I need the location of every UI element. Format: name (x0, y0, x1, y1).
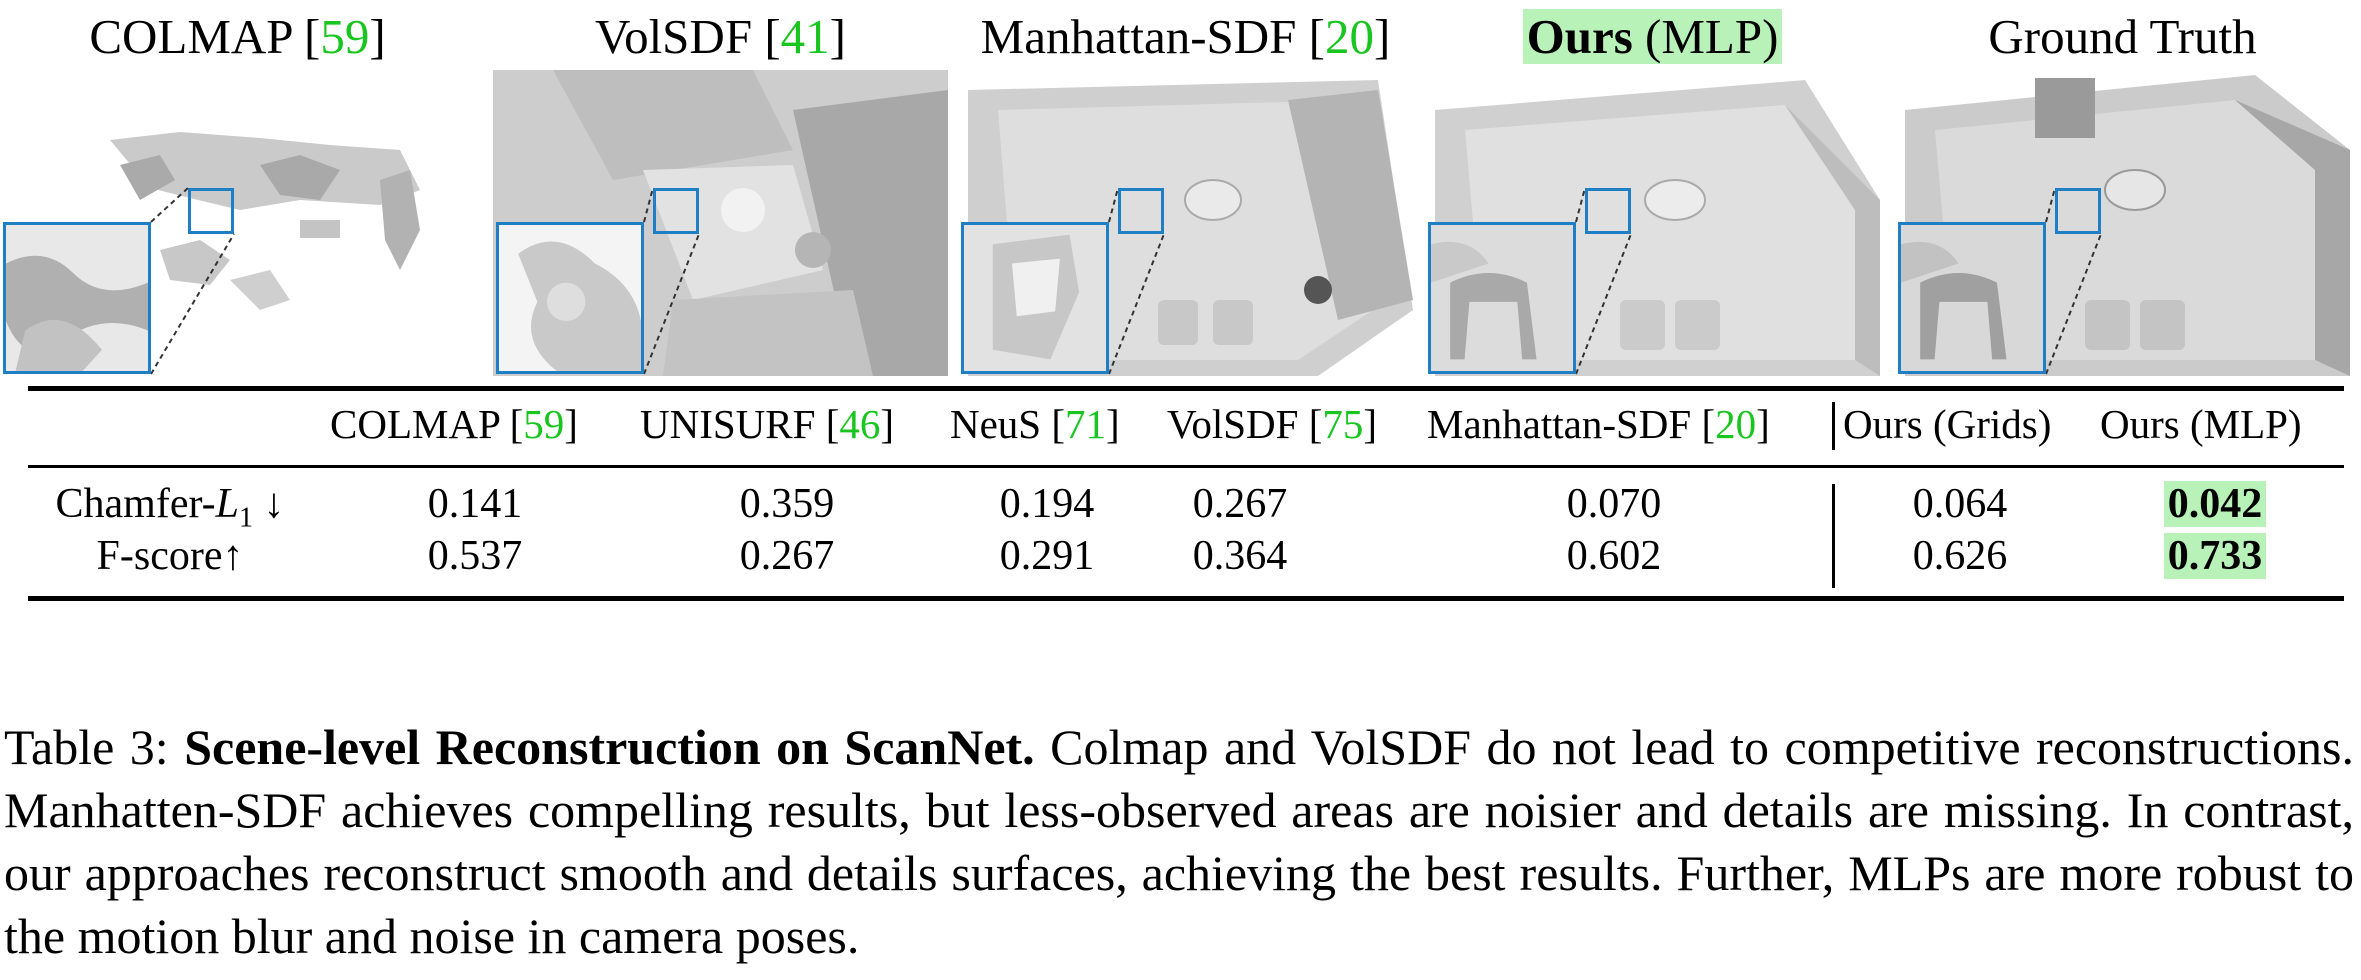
ours-mlp-render (1425, 70, 1880, 376)
table-cell: 0.733 (2135, 532, 2295, 580)
colmap-pointcloud-image (110, 132, 420, 310)
col-header-ours-mlp: Ours (MLP) (2100, 401, 2302, 447)
table-cell: 0.291 (999, 533, 1095, 579)
zoom-region-box (653, 188, 699, 234)
zoom-region-box (2055, 188, 2101, 234)
panel-title-colmap: COLMAP [59] (89, 9, 386, 64)
panel-volsdf: VolSDF [41] (493, 0, 948, 380)
zoom-region-box (1118, 188, 1164, 234)
table-mid-rule (28, 465, 2344, 468)
zoom-inset (1428, 222, 1576, 374)
zoom-inset (3, 222, 151, 374)
table-cell: 0.626 (1912, 533, 2008, 579)
zoom-inset (961, 222, 1109, 374)
caption-title: Scene-level Reconstruction on ScanNet. (184, 719, 1035, 775)
table-cell: 0.364 (1192, 533, 1288, 579)
panel-ground-truth: Ground Truth (1895, 0, 2350, 380)
table-cell: 0.267 (739, 533, 835, 579)
volsdf-render (493, 70, 948, 376)
table-bottom-rule (28, 596, 2344, 601)
row-label-chamfer: Chamfer-L1 ↓ (55, 481, 285, 534)
table-top-rule (28, 386, 2344, 391)
table-cell: 0.064 (1912, 481, 2008, 527)
colmap-render (0, 70, 455, 376)
panel-title-volsdf: VolSDF [41] (595, 9, 846, 64)
col-header-neus: NeuS [71] (950, 401, 1120, 447)
zoom-inset (496, 222, 644, 374)
panel-title-manhattan-sdf: Manhattan-SDF [20] (980, 9, 1391, 64)
panel-title-ground-truth: Ground Truth (1988, 9, 2257, 64)
table-cell: 0.537 (427, 533, 523, 579)
table-cell: 0.267 (1192, 481, 1288, 527)
table-cell: 0.194 (999, 481, 1095, 527)
table-cell: 0.359 (739, 481, 835, 527)
table-cell: 0.602 (1566, 533, 1662, 579)
zoom-inset (1898, 222, 2046, 374)
col-header-ours-grids: Ours (Grids) (1843, 401, 2052, 447)
panel-title-ours-mlp: Ours (MLP) (1425, 9, 1880, 64)
panel-colmap: COLMAP [59] (0, 0, 455, 380)
zoom-region-box (188, 188, 234, 234)
panel-ours-mlp: Ours (MLP) (1425, 0, 1880, 380)
volsdf-mesh-image (493, 70, 948, 376)
table-cell: 0.042 (2135, 480, 2295, 528)
caption-body: Colmap and VolSDF do not lead to competi… (4, 719, 2354, 964)
table-caption: Table 3: Scene-level Reconstruction on S… (4, 716, 2354, 968)
row-label-fscore: F-score↑ (96, 533, 244, 579)
manhattan-sdf-render (958, 70, 1413, 376)
ground-truth-mesh-image (1905, 75, 2350, 376)
body-column-separator (1832, 484, 1835, 588)
table-cell: 0.141 (427, 481, 523, 527)
col-header-manhattan-sdf: Manhattan-SDF [20] (1427, 401, 1770, 447)
col-header-unisurf: UNISURF [46] (640, 401, 894, 447)
panel-manhattan-sdf: Manhattan-SDF [20] (958, 0, 1413, 380)
ground-truth-render (1895, 70, 2350, 376)
caption-label: Table 3: (4, 719, 169, 775)
zoom-region-box (1585, 188, 1631, 234)
col-header-volsdf: VolSDF [75] (1167, 401, 1377, 447)
header-column-separator (1832, 402, 1835, 450)
col-header-colmap: COLMAP [59] (330, 401, 578, 447)
table-cell: 0.070 (1566, 481, 1662, 527)
